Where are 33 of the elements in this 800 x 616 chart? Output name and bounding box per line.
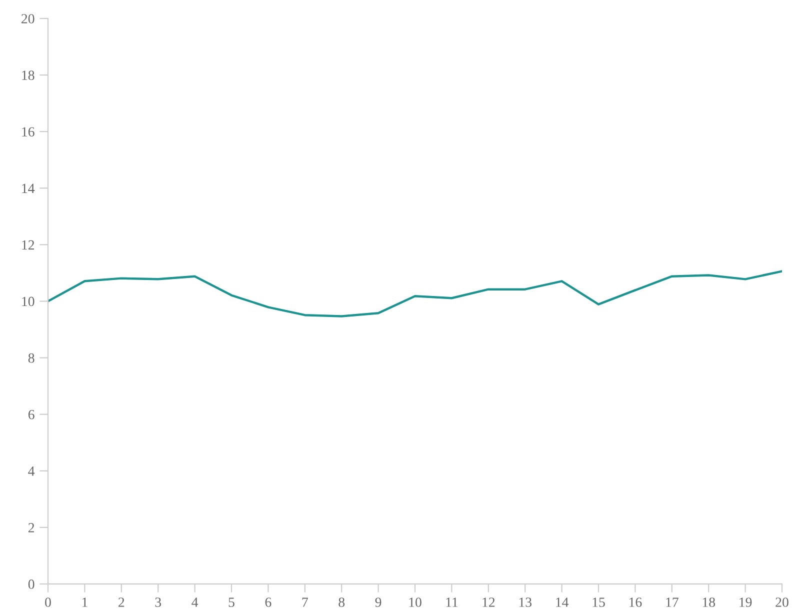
x-tick-label: 5 bbox=[228, 598, 234, 607]
x-tick-label: 2 bbox=[118, 598, 124, 607]
x-tick-label: 14 bbox=[556, 598, 569, 607]
x-tick-label: 3 bbox=[155, 598, 162, 607]
x-tick-label: 13 bbox=[519, 598, 532, 607]
x-tick-label: 1 bbox=[82, 598, 88, 607]
x-tick-label: 11 bbox=[446, 598, 458, 607]
y-tick-label: 16 bbox=[22, 127, 34, 137]
y-tick-label: 18 bbox=[22, 70, 34, 80]
x-tick-label: 19 bbox=[740, 598, 752, 607]
x-tick-label: 6 bbox=[265, 598, 272, 607]
x-tick-label: 9 bbox=[375, 598, 382, 607]
x-tick-label: 16 bbox=[629, 598, 642, 607]
y-tick-label: 8 bbox=[28, 353, 34, 363]
line-series bbox=[48, 270, 782, 318]
x-tick-label: 0 bbox=[45, 598, 51, 607]
x-tick-label: 4 bbox=[192, 598, 198, 607]
y-tick-label: 10 bbox=[22, 296, 34, 306]
x-tick-label: 10 bbox=[409, 598, 422, 607]
y-tick-label: 20 bbox=[22, 14, 34, 24]
x-tick-label: 17 bbox=[666, 598, 678, 607]
x-tick-label: 7 bbox=[302, 598, 308, 607]
y-tick-label: 12 bbox=[22, 240, 34, 250]
y-tick-label: 0 bbox=[28, 580, 34, 589]
x-tick-label: 8 bbox=[338, 598, 345, 607]
y-tick-label: 14 bbox=[22, 184, 35, 193]
y-tick-label: 4 bbox=[28, 466, 35, 476]
x-tick-label: 18 bbox=[702, 598, 716, 607]
y-tick-label: 6 bbox=[28, 410, 34, 420]
x-tick-label: 15 bbox=[592, 598, 605, 607]
y-tick-label: 2 bbox=[28, 523, 34, 532]
x-tick-label: 12 bbox=[482, 598, 495, 607]
x-tick-label: 20 bbox=[776, 598, 788, 607]
